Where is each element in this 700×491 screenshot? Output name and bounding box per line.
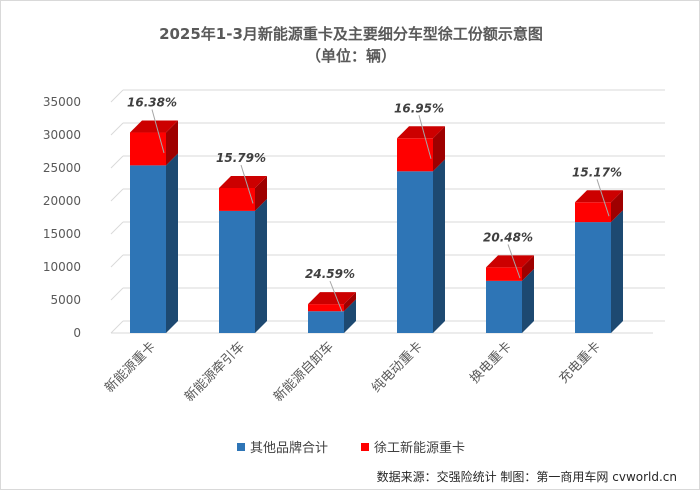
share-label: 15.17% (572, 165, 622, 179)
grid-diagonal (110, 188, 124, 202)
grid-diagonal (110, 89, 124, 103)
bar-segment-xcmg-front (308, 304, 344, 312)
leader-line (240, 164, 254, 204)
bar-segment-other-front (575, 222, 611, 333)
bar-segment-xcmg-front (575, 202, 611, 223)
legend-swatch (361, 443, 369, 451)
category-label: 充电重卡 (556, 339, 604, 387)
y-tick-label: 35000 (43, 95, 81, 109)
bar-stack (130, 120, 178, 333)
bar-segment-other-side (344, 299, 356, 333)
bar-segment-other-front (486, 280, 522, 333)
bar-stack (397, 126, 445, 333)
bar-stack (486, 255, 534, 333)
grid-diagonal (110, 320, 124, 334)
bar-top (575, 190, 623, 203)
bars (130, 120, 623, 333)
bar-stack (308, 292, 356, 333)
bar-segment-other-side (433, 159, 445, 333)
bar-top (308, 292, 356, 305)
category-label: 新能源自卸车 (270, 339, 336, 405)
y-tick-label: 10000 (43, 260, 81, 274)
bar-segment-xcmg-front (219, 187, 255, 211)
source-note: 数据来源：交强险统计 制图：第一商用车网 cvworld.cn (377, 469, 677, 484)
bar-segment-xcmg-front (397, 138, 433, 172)
bar-segment-xcmg-side (611, 190, 623, 223)
bar-segment-other-front (397, 171, 433, 333)
bar-segment-xcmg-side (433, 126, 445, 172)
y-tick-label: 0 (73, 326, 81, 340)
y-tick-label: 25000 (43, 161, 81, 175)
bar-segment-other-side (611, 210, 623, 333)
category-label: 纯电动重卡 (369, 339, 426, 396)
grid-diagonal (110, 122, 124, 136)
share-label: 24.59% (305, 267, 355, 281)
y-tick-label: 20000 (43, 194, 81, 208)
grid-diagonal (110, 155, 124, 169)
bar-stack (219, 175, 267, 333)
leader-line (329, 280, 343, 312)
share-label: 15.79% (216, 151, 266, 165)
bar-segment-other-front (219, 210, 255, 333)
category-label: 换电重卡 (467, 339, 515, 387)
y-tick-label: 5000 (50, 293, 81, 307)
chart-subtitle: （单位：辆） (306, 47, 396, 65)
leader-line (507, 244, 521, 279)
leader-line (596, 179, 610, 217)
bar-segment-xcmg-side (255, 175, 267, 211)
bar-segment-other-front (130, 165, 166, 333)
share-label: 16.38% (127, 96, 177, 110)
share-label: 20.48% (483, 230, 533, 244)
legend-label: 其他品牌合计 (250, 440, 328, 456)
y-tick-label: 15000 (43, 227, 81, 241)
bar-segment-other-side (166, 153, 178, 333)
share-label: 16.95% (394, 101, 444, 115)
grid-diagonal (110, 221, 124, 235)
bar-top (486, 255, 534, 268)
grid-diagonal (110, 254, 124, 268)
y-tick-label: 30000 (43, 128, 81, 142)
legend: 其他品牌合计 徐工新能源重卡 (237, 440, 465, 456)
bar-segment-xcmg-side (522, 255, 534, 281)
share-labels: 16.38% 15.79% 24.59% 16.95% 20.48% 15.17% (127, 96, 622, 312)
bar-top (397, 126, 445, 139)
category-label: 新能源重卡 (102, 339, 159, 396)
grid-diagonal (110, 287, 124, 301)
leader-line (151, 109, 165, 154)
bar-segment-other-side (522, 268, 534, 333)
bar-segment-xcmg-front (130, 132, 166, 166)
bar-segment-other-side (255, 198, 267, 333)
legend-swatch (237, 443, 245, 451)
bar-top (130, 120, 178, 133)
grid-lines (110, 89, 665, 334)
x-axis: 新能源重卡 新能源牵引车 新能源自卸车 纯电动重卡 换电重卡 充电重卡 (102, 339, 604, 405)
y-axis: 0 5000 10000 15000 20000 25000 30000 35000 (43, 95, 81, 340)
category-label: 新能源牵引车 (181, 339, 247, 405)
bar-segment-xcmg-front (486, 267, 522, 281)
bar-segment-other-front (308, 311, 344, 333)
leader-line (418, 115, 432, 159)
chart-title: 2025年1-3月新能源重卡及主要细分车型徐工份额示意图 (159, 25, 543, 43)
legend-label: 徐工新能源重卡 (374, 440, 465, 456)
bar-segment-xcmg-side (344, 292, 356, 312)
bar-stack (575, 190, 623, 333)
bar-segment-xcmg-side (166, 120, 178, 166)
bar-top (219, 175, 267, 188)
